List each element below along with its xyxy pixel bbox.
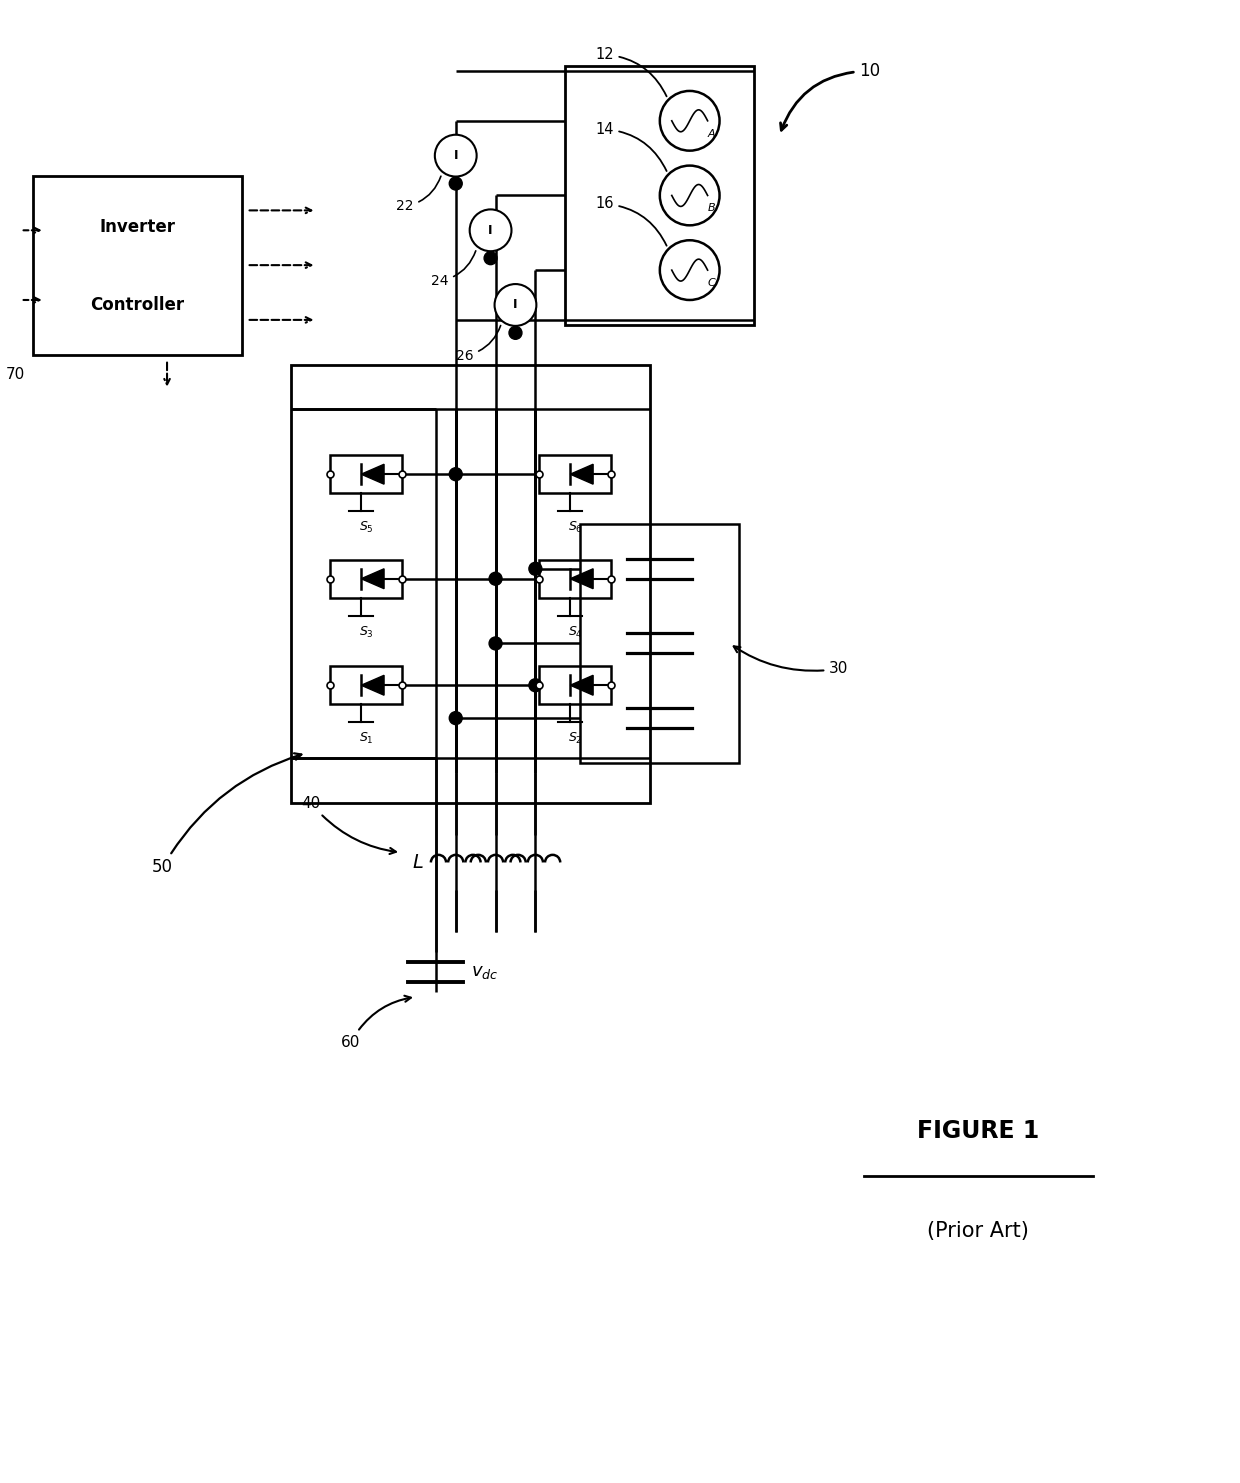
Text: 24: 24 xyxy=(430,251,476,288)
Text: I: I xyxy=(513,298,518,311)
Text: $S_2$: $S_2$ xyxy=(568,731,583,746)
Bar xyxy=(539,559,611,598)
Circle shape xyxy=(484,252,497,264)
Circle shape xyxy=(660,90,719,151)
Circle shape xyxy=(449,176,463,190)
Text: $S_4$: $S_4$ xyxy=(568,624,583,639)
Text: 60: 60 xyxy=(341,995,410,1050)
Circle shape xyxy=(529,679,542,691)
Text: C: C xyxy=(708,279,715,288)
Text: Controller: Controller xyxy=(91,297,185,314)
Text: $S_3$: $S_3$ xyxy=(358,624,373,639)
Text: FIGURE 1: FIGURE 1 xyxy=(918,1120,1039,1143)
Text: 14: 14 xyxy=(595,122,667,171)
Circle shape xyxy=(470,209,511,251)
Circle shape xyxy=(660,240,719,300)
Bar xyxy=(291,365,650,802)
Circle shape xyxy=(435,135,476,176)
Text: Inverter: Inverter xyxy=(99,218,175,236)
Circle shape xyxy=(449,712,463,725)
Circle shape xyxy=(660,166,719,225)
Polygon shape xyxy=(361,675,384,696)
Text: 26: 26 xyxy=(456,325,501,363)
Bar xyxy=(330,666,402,704)
Circle shape xyxy=(495,285,537,326)
Circle shape xyxy=(508,326,522,340)
Text: 70: 70 xyxy=(5,366,25,381)
Text: 30: 30 xyxy=(734,647,848,676)
Text: 40: 40 xyxy=(301,796,396,854)
Polygon shape xyxy=(361,464,384,483)
Text: $v_{dc}$: $v_{dc}$ xyxy=(471,962,498,980)
Text: $S_5$: $S_5$ xyxy=(358,521,373,535)
Polygon shape xyxy=(361,569,384,589)
Text: B: B xyxy=(708,203,715,214)
Polygon shape xyxy=(570,569,593,589)
Text: $S_6$: $S_6$ xyxy=(568,521,583,535)
Bar xyxy=(32,175,242,354)
Text: L: L xyxy=(413,853,423,872)
Bar xyxy=(580,523,739,762)
Text: 10: 10 xyxy=(780,62,880,131)
Text: A: A xyxy=(708,129,715,139)
Bar xyxy=(539,666,611,704)
Text: 22: 22 xyxy=(396,176,441,214)
Text: $S_1$: $S_1$ xyxy=(358,731,373,746)
Polygon shape xyxy=(570,675,593,696)
Circle shape xyxy=(449,467,463,480)
Text: I: I xyxy=(489,224,492,237)
Circle shape xyxy=(489,638,502,650)
Text: 12: 12 xyxy=(595,47,667,96)
Bar xyxy=(565,67,754,325)
Circle shape xyxy=(529,562,542,575)
Polygon shape xyxy=(570,464,593,483)
Bar xyxy=(330,455,402,494)
Bar xyxy=(539,455,611,494)
Bar xyxy=(330,559,402,598)
Circle shape xyxy=(489,572,502,586)
Text: 50: 50 xyxy=(153,753,301,876)
Text: 16: 16 xyxy=(595,196,667,246)
Text: (Prior Art): (Prior Art) xyxy=(928,1221,1029,1241)
Text: I: I xyxy=(454,150,458,162)
